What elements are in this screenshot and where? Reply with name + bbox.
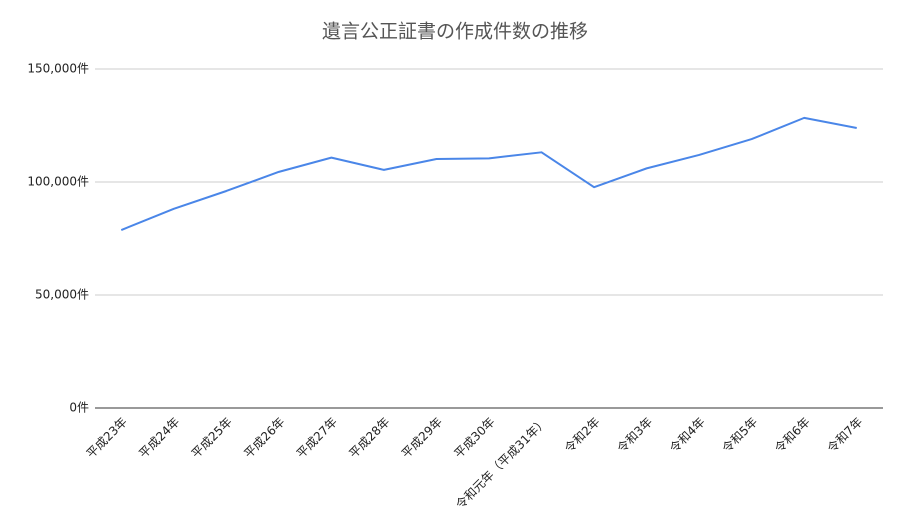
y-tick-label: 150,000件 [27, 62, 89, 76]
chart-title: 遺言公正証書の作成件数の推移 [322, 21, 588, 43]
y-tick-label: 50,000件 [35, 288, 89, 302]
y-tick-label: 100,000件 [27, 175, 89, 189]
y-tick-label: 0件 [69, 401, 89, 415]
